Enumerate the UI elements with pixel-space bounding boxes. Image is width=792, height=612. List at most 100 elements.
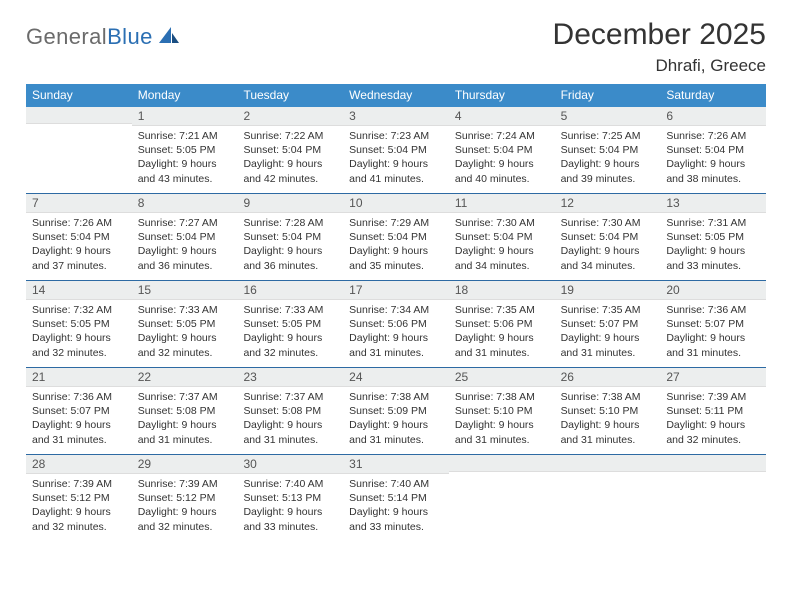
day-line: Sunrise: 7:35 AM — [455, 303, 549, 317]
day-cell — [555, 455, 661, 541]
day-line: Sunset: 5:14 PM — [349, 491, 443, 505]
day-line: and 41 minutes. — [349, 172, 443, 186]
day-line: Sunset: 5:04 PM — [349, 230, 443, 244]
day-cell: 9Sunrise: 7:28 AMSunset: 5:04 PMDaylight… — [237, 194, 343, 280]
day-line: Sunset: 5:04 PM — [455, 143, 549, 157]
day-line: Daylight: 9 hours — [243, 157, 337, 171]
day-line: and 33 minutes. — [349, 520, 443, 534]
day-cell: 22Sunrise: 7:37 AMSunset: 5:08 PMDayligh… — [132, 368, 238, 454]
day-number: 13 — [660, 194, 766, 213]
day-line: Sunset: 5:04 PM — [32, 230, 126, 244]
week-row: 21 Sunrise: 7:36 AMSunset: 5:07 PM Dayligh… — [26, 367, 766, 454]
week-row: 1Sunrise: 7:21 AMSunset: 5:05 PMDaylight… — [26, 107, 766, 193]
day-number: 3 — [343, 107, 449, 126]
day-line: Sunrise: 7:24 AM — [455, 129, 549, 143]
day-details: Sunrise: 7:39 AMSunset: 5:12 PMDaylight:… — [26, 474, 132, 540]
day-number: 18 — [449, 281, 555, 300]
day-line: Daylight: 9 hours — [32, 244, 126, 258]
day-number: 8 — [132, 194, 238, 213]
day-line: Sunset: 5:07 PM — [561, 317, 655, 331]
day-line: Sunset: 5:04 PM — [243, 230, 337, 244]
day-number: 7 — [26, 194, 132, 213]
day-line: Sunrise: 7:36 AM — [666, 303, 760, 317]
day-cell: 14Sunrise: 7:32 AMSunset: 5:05 PMDayligh… — [26, 281, 132, 367]
calendar-page: GeneralBlue December 2025 Dhrafi, Greece… — [0, 0, 792, 541]
day-number: 11 — [449, 194, 555, 213]
day-line: and 32 minutes. — [666, 433, 760, 447]
day-line: and 39 minutes. — [561, 172, 655, 186]
day-cell: 31Sunrise: 7:40 AMSunset: 5:14 PMDayligh… — [343, 455, 449, 541]
day-details: Sunrise: 7:23 AMSunset: 5:04 PMDaylight:… — [343, 126, 449, 192]
day-details: Sunrise: 7:32 AMSunset: 5:05 PMDaylight:… — [26, 300, 132, 366]
day-line: and 34 minutes. — [455, 259, 549, 273]
day-cell: 24Sunrise: 7:38 AMSunset: 5:09 PMDayligh… — [343, 368, 449, 454]
day-line: Sunrise: 7:37 AM — [138, 390, 232, 404]
month-title: December 2025 — [553, 18, 766, 52]
day-line: Daylight: 9 hours — [349, 505, 443, 519]
day-line: and 32 minutes. — [138, 346, 232, 360]
day-number: 12 — [555, 194, 661, 213]
day-line: Sunrise: 7:39 AM — [666, 390, 760, 404]
day-number: 23 — [237, 368, 343, 387]
weekday-header: Monday — [132, 84, 238, 107]
day-number: 29 — [132, 455, 238, 474]
day-line: and 32 minutes. — [243, 346, 337, 360]
day-line: Sunset: 5:12 PM — [32, 491, 126, 505]
day-cell: 8Sunrise: 7:27 AMSunset: 5:04 PMDaylight… — [132, 194, 238, 280]
logo-text-general: General — [26, 24, 107, 49]
day-line: Sunrise: 7:33 AM — [138, 303, 232, 317]
day-line: Sunrise: 7:38 AM — [561, 390, 655, 404]
day-number: 24 — [343, 368, 449, 387]
day-line: and 35 minutes. — [349, 259, 443, 273]
day-line: and 31 minutes. — [561, 346, 655, 360]
day-cell: 16Sunrise: 7:33 AMSunset: 5:05 PMDayligh… — [237, 281, 343, 367]
day-line: and 40 minutes. — [455, 172, 549, 186]
page-header: GeneralBlue December 2025 Dhrafi, Greece — [26, 18, 766, 76]
day-number: 5 — [555, 107, 661, 126]
day-number: 21 — [26, 368, 132, 387]
day-line: Daylight: 9 hours — [138, 244, 232, 258]
location-label: Dhrafi, Greece — [553, 56, 766, 76]
day-number: 2 — [237, 107, 343, 126]
day-line: Daylight: 9 hours — [666, 418, 760, 432]
day-line: Daylight: 9 hours — [666, 244, 760, 258]
day-line: Sunset: 5:08 PM — [138, 404, 232, 418]
day-line: Daylight: 9 hours — [32, 331, 126, 345]
weeks-container: 1Sunrise: 7:21 AMSunset: 5:05 PMDaylight… — [26, 107, 766, 541]
day-line: Daylight: 9 hours — [349, 418, 443, 432]
day-number: 25 — [449, 368, 555, 387]
day-line: Daylight: 9 hours — [455, 244, 549, 258]
day-line: Daylight: 9 hours — [349, 331, 443, 345]
day-line: and 38 minutes. — [666, 172, 760, 186]
day-line: Sunrise: 7:36 AM — [32, 390, 126, 404]
day-line: Sunrise: 7:38 AM — [455, 390, 549, 404]
day-line: Daylight: 9 hours — [349, 157, 443, 171]
day-line: and 43 minutes. — [138, 172, 232, 186]
title-block: December 2025 Dhrafi, Greece — [553, 18, 766, 76]
day-line: and 31 minutes. — [666, 346, 760, 360]
day-number — [449, 455, 555, 472]
day-line: Sunset: 5:06 PM — [349, 317, 443, 331]
day-line: and 32 minutes. — [32, 346, 126, 360]
day-number: 14 — [26, 281, 132, 300]
day-line: Sunset: 5:11 PM — [666, 404, 760, 418]
day-line: Sunset: 5:07 PM — [666, 317, 760, 331]
day-details: Sunrise: 7:28 AMSunset: 5:04 PMDaylight:… — [237, 213, 343, 279]
day-line: Daylight: 9 hours — [243, 244, 337, 258]
day-line: Sunset: 5:07 PM — [32, 404, 126, 418]
day-line: Sunset: 5:05 PM — [666, 230, 760, 244]
week-row: 14Sunrise: 7:32 AMSunset: 5:05 PMDayligh… — [26, 280, 766, 367]
day-details: Sunrise: 7:35 AMSunset: 5:06 PMDaylight:… — [449, 300, 555, 366]
day-number — [555, 455, 661, 472]
day-line: Sunset: 5:04 PM — [666, 143, 760, 157]
day-details: Sunrise: 7:31 AMSunset: 5:05 PMDaylight:… — [660, 213, 766, 279]
day-line: Sunset: 5:13 PM — [243, 491, 337, 505]
day-line: Daylight: 9 hours — [455, 157, 549, 171]
weekday-header-row: Sunday Monday Tuesday Wednesday Thursday… — [26, 84, 766, 107]
day-line: Sunrise: 7:39 AM — [138, 477, 232, 491]
day-details: Sunrise: 7:38 AMSunset: 5:10 PMDaylight:… — [449, 387, 555, 453]
brand-logo: GeneralBlue — [26, 18, 181, 50]
day-line: Daylight: 9 hours — [666, 331, 760, 345]
day-line: Sunrise: 7:33 AM — [243, 303, 337, 317]
day-details: Sunrise: 7:40 AMSunset: 5:14 PMDaylight:… — [343, 474, 449, 540]
